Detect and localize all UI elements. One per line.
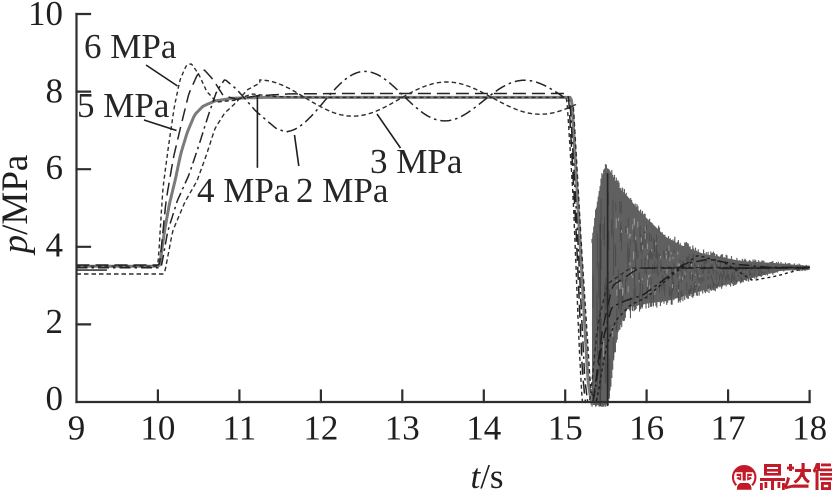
svg-text:8: 8: [46, 72, 64, 111]
svg-text:3 MPa: 3 MPa: [370, 142, 463, 181]
svg-text:11: 11: [223, 409, 257, 448]
svg-text:10: 10: [140, 409, 175, 448]
svg-text:17: 17: [711, 409, 746, 448]
svg-text:16: 16: [629, 409, 664, 448]
svg-text:15: 15: [548, 409, 583, 448]
svg-text:13: 13: [385, 409, 420, 448]
svg-text:4 MPa: 4 MPa: [197, 171, 290, 210]
svg-text:6: 6: [46, 148, 64, 187]
svg-text:0: 0: [46, 379, 64, 418]
svg-text:t/s: t/s: [470, 457, 503, 496]
svg-text:12: 12: [303, 409, 338, 448]
svg-text:10: 10: [28, 0, 63, 33]
svg-text:14: 14: [466, 409, 501, 448]
svg-text:2 MPa: 2 MPa: [296, 171, 389, 210]
svg-text:4: 4: [46, 225, 64, 264]
svg-text:18: 18: [792, 409, 827, 448]
svg-text:9: 9: [68, 409, 86, 448]
svg-text:2: 2: [46, 302, 64, 341]
svg-text:6 MPa: 6 MPa: [84, 27, 177, 66]
svg-text:5 MPa: 5 MPa: [77, 86, 170, 125]
svg-text:p/MPa: p/MPa: [0, 155, 36, 257]
